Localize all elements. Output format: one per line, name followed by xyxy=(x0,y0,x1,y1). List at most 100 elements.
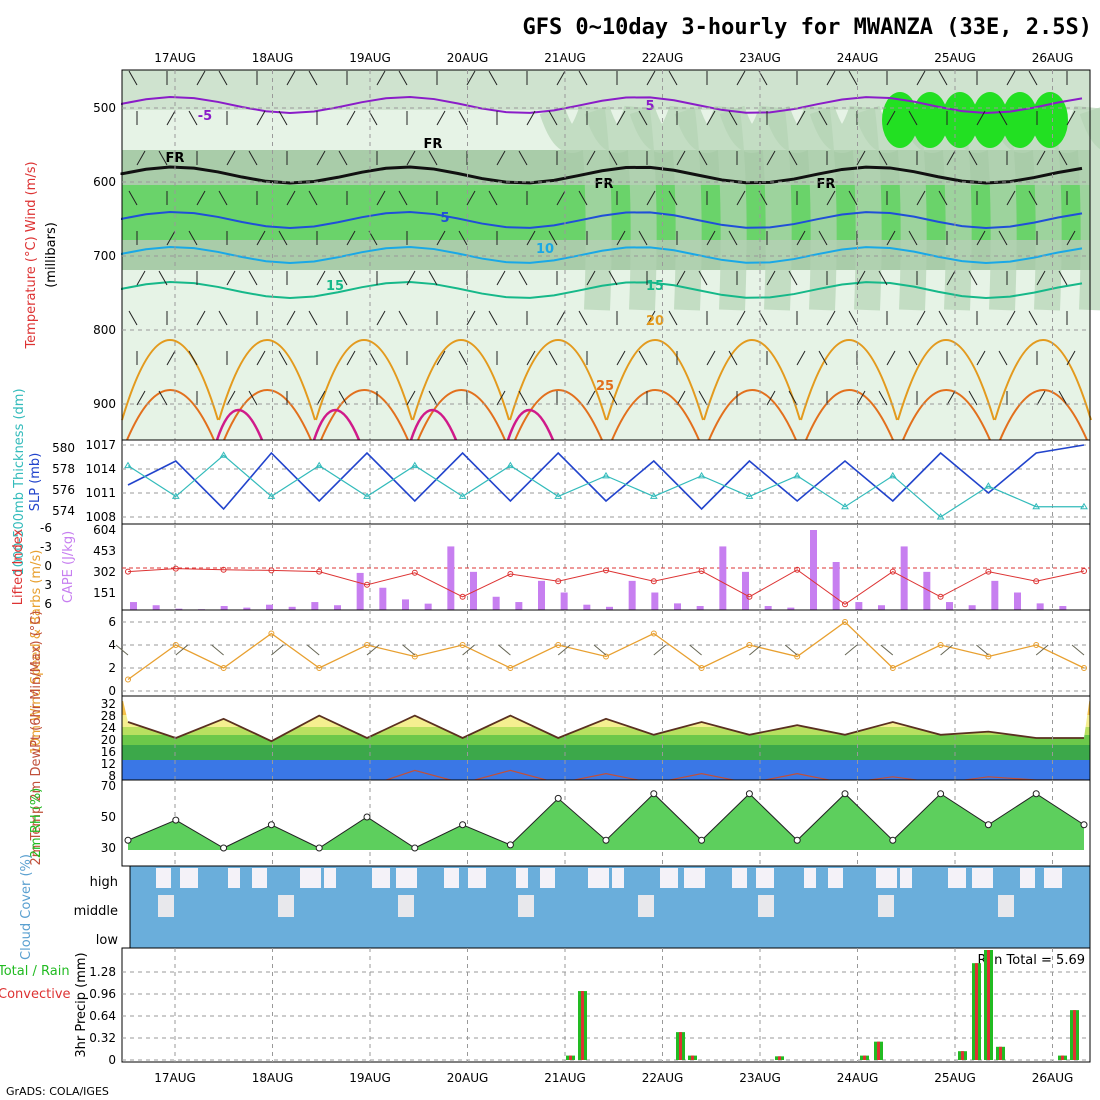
temp-contour xyxy=(121,281,1083,300)
wind-barb xyxy=(1006,310,1016,326)
cloud-gap-high xyxy=(444,868,459,888)
wind-barb xyxy=(698,150,708,166)
cape-bar xyxy=(832,562,840,610)
wind-barb xyxy=(616,230,626,246)
temp-band xyxy=(122,745,1090,760)
wind-barb xyxy=(698,390,708,406)
wind-barb xyxy=(338,390,348,406)
wind-barb xyxy=(698,270,708,286)
wind-barb xyxy=(256,230,266,246)
pressure-tick: 800 xyxy=(93,323,116,337)
cloud-gap-high xyxy=(180,868,198,888)
cape-bar xyxy=(946,602,953,610)
temp-contour xyxy=(994,339,1092,421)
thickness-tick: 580 xyxy=(52,441,75,455)
rh-tick: 30 xyxy=(101,841,116,855)
cloud-gap-high xyxy=(948,868,966,888)
rh-saturated xyxy=(1002,92,1038,148)
wind-barb xyxy=(271,644,284,656)
wind-barb xyxy=(196,70,206,86)
thickness-tick: 578 xyxy=(52,462,75,476)
wind-barb xyxy=(796,350,806,366)
li-marker xyxy=(937,593,944,600)
wind-barb xyxy=(211,644,224,656)
cape-bar xyxy=(311,602,319,610)
wind-barb xyxy=(308,310,318,326)
wind-barb xyxy=(278,350,288,366)
temp-contour xyxy=(611,389,700,441)
wind-barb xyxy=(488,310,498,326)
li-marker xyxy=(603,567,609,574)
wind-barb xyxy=(728,350,738,366)
cape-bar xyxy=(152,605,160,610)
wind-barb xyxy=(886,110,896,126)
wind-barb xyxy=(848,310,858,326)
wind-barb xyxy=(608,390,618,406)
wind-marker xyxy=(889,665,896,671)
temp-contour xyxy=(121,211,1083,230)
top-date-4: 21AUG xyxy=(544,51,586,65)
rh-saturated xyxy=(942,92,978,148)
precip-panel: 1.28 0.96 0.64 0.32 0 Run Total = 5.69 3hr Pre… xyxy=(0,947,1091,1067)
wind-barb xyxy=(646,190,656,206)
wind-barb xyxy=(676,270,686,286)
wind-barb xyxy=(676,150,686,166)
wind-barb xyxy=(736,190,746,206)
convective-bar xyxy=(999,1046,1002,1060)
li-marker xyxy=(316,568,323,575)
contour-label: FR xyxy=(424,137,443,152)
wind-marker xyxy=(555,642,562,648)
precip-tick: 0.96 xyxy=(89,987,116,1001)
wind-barb xyxy=(366,644,380,656)
wind-barb xyxy=(1066,110,1076,126)
thickness-marker xyxy=(602,471,610,479)
cape-bar xyxy=(266,604,273,610)
cape-bar xyxy=(1036,603,1044,610)
temp-contour xyxy=(805,389,894,441)
wind-barb xyxy=(518,150,528,166)
upper-ylabels: (millibars) Temperature (°C) Wind (m/s) xyxy=(24,161,59,349)
temp-contour xyxy=(121,246,1083,265)
wind-barb xyxy=(136,150,146,166)
cloud-gap-high xyxy=(372,868,390,888)
wind-barb xyxy=(346,350,356,366)
cape-bar xyxy=(606,606,613,610)
cloud-gap-high xyxy=(540,868,555,888)
top-date-9: 26AUG xyxy=(1032,51,1074,65)
rh-marker xyxy=(937,790,945,798)
contour-label: -5 xyxy=(198,109,212,124)
rh-marker xyxy=(411,844,419,852)
wind-barb xyxy=(196,190,206,206)
wind-barb xyxy=(976,230,986,246)
temp-contour xyxy=(409,408,458,441)
cape-tick: 151 xyxy=(93,586,116,600)
wind-marker xyxy=(603,653,609,660)
cape-bar xyxy=(492,596,500,610)
wind-barb xyxy=(306,644,320,656)
li-marker xyxy=(364,581,370,588)
wind-barb xyxy=(526,110,536,126)
wind-barb xyxy=(496,270,506,286)
wind-barb xyxy=(166,230,176,246)
top-date-5: 22AUG xyxy=(642,51,684,65)
temp-contour xyxy=(999,389,1088,441)
rh-marker xyxy=(554,794,562,802)
wind-barb xyxy=(128,190,138,206)
cape-bar xyxy=(810,530,817,610)
rh-marker xyxy=(220,844,228,852)
wind-barb xyxy=(976,110,986,126)
wind-barb xyxy=(638,350,648,366)
cloud-label: Cloud Cover (%) xyxy=(19,854,34,960)
bottom-date-6: 23AUG xyxy=(739,1071,781,1085)
wind-barb xyxy=(916,190,926,206)
temp-contour xyxy=(312,408,361,441)
wind-barb xyxy=(248,150,258,166)
wind-barb xyxy=(646,70,656,86)
wind-barb xyxy=(608,150,618,166)
cloud-gap-high xyxy=(156,868,171,888)
temp-contour xyxy=(218,339,316,421)
precip-tick: 1.28 xyxy=(89,965,116,979)
wind-marker xyxy=(937,642,944,648)
cape-bar xyxy=(719,546,727,610)
